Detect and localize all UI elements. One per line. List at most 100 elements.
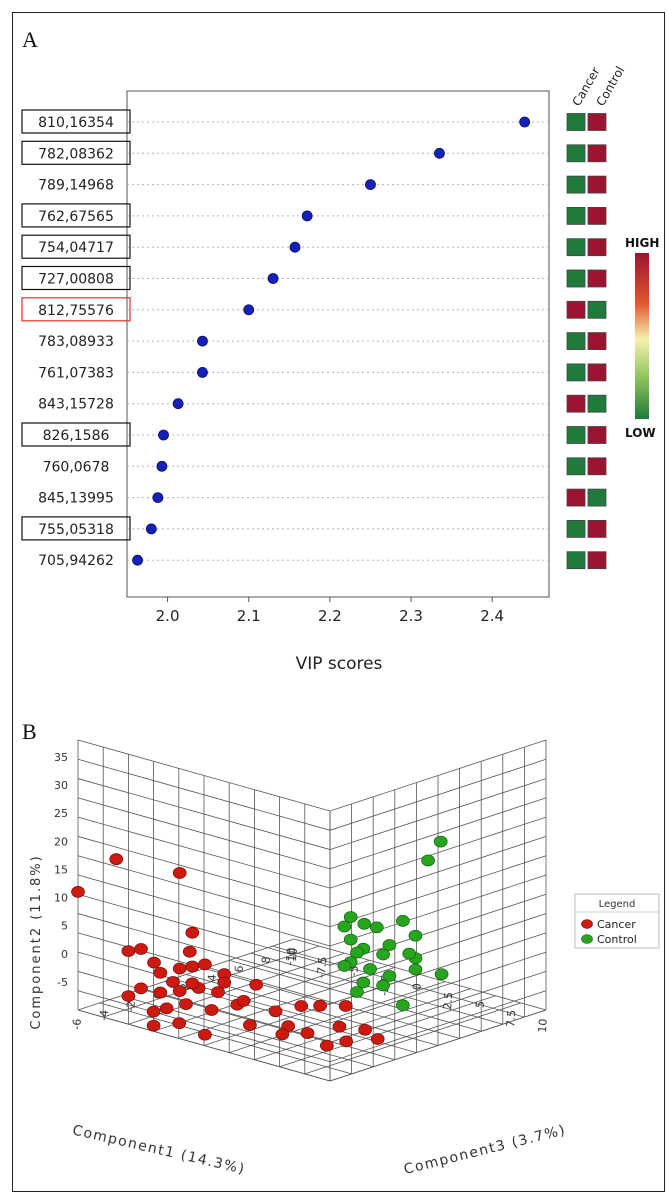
vip-point xyxy=(301,210,313,222)
pca-point-cancer xyxy=(153,966,168,979)
pca-point-cancer xyxy=(236,994,251,1007)
pca-point-cancer xyxy=(185,960,200,973)
pca-point-control xyxy=(376,948,390,961)
heat-cell-control xyxy=(587,394,607,413)
heat-cell-cancer xyxy=(566,238,586,257)
pca-point-control xyxy=(343,933,358,946)
pca-grid-line xyxy=(77,913,547,985)
vip-point xyxy=(289,241,301,253)
heat-cell-control xyxy=(587,113,607,131)
vip-point xyxy=(158,429,169,441)
pca-z-tick-label: 6 xyxy=(232,965,246,973)
heat-cell-control xyxy=(587,457,607,476)
pca-point-cancer xyxy=(185,926,200,939)
feature-label: 705,94262 xyxy=(38,553,114,569)
feature-label: 760,0678 xyxy=(43,459,110,475)
vip-point xyxy=(152,492,164,504)
feature-label: 812,75576 xyxy=(38,303,114,319)
heat-cell-control xyxy=(587,363,607,382)
pca-y-tick-label: 30 xyxy=(54,779,68,792)
heat-cell-control xyxy=(587,144,607,163)
figure-frame: A B 810,16354 782,08362 789,14968 762,67565… xyxy=(12,12,665,1192)
pca-point-cancer xyxy=(121,945,136,957)
feature-label: 783,08933 xyxy=(38,334,114,350)
pca-point-cancer xyxy=(332,1020,347,1033)
feature-label: 782,08362 xyxy=(38,146,114,162)
legend-label-control: Control xyxy=(597,933,637,946)
pca-x-tick-label: -10 xyxy=(283,947,298,966)
feature-label-box xyxy=(21,140,131,165)
pca-z-tick-label: -6 xyxy=(70,1018,84,1030)
pca-point-cancer xyxy=(300,1027,315,1039)
vip-x-tick-label: 2.1 xyxy=(237,607,261,625)
pca-point-cancer xyxy=(358,1023,372,1036)
pca-y-tick-label: 0 xyxy=(61,948,68,961)
pca-point-cancer xyxy=(198,1028,212,1041)
heat-cell-control xyxy=(587,206,607,225)
feature-label: 761,07383 xyxy=(38,365,114,381)
heat-cell-control xyxy=(587,300,607,319)
feature-label-box xyxy=(21,265,131,291)
pca-point-cancer xyxy=(275,1028,290,1041)
pca-x-axis-title: Component1 (14.3%) xyxy=(71,1122,247,1177)
pca-point-cancer xyxy=(134,982,148,995)
pca-grid-line xyxy=(77,739,547,812)
feature-label: 826,1586 xyxy=(43,428,110,444)
scale-high-label: HIGH xyxy=(625,236,659,250)
feature-label-box xyxy=(21,203,131,228)
vip-plot-area xyxy=(126,90,550,598)
vip-point xyxy=(243,304,255,316)
heat-cell-cancer xyxy=(566,426,586,444)
pca-z-tick-label: 2 xyxy=(178,983,192,991)
pca-point-control xyxy=(376,979,390,992)
pca-x-tick-label: -7.5 xyxy=(315,956,330,979)
pca-grid-line xyxy=(77,816,547,889)
pca-point-cancer xyxy=(211,986,225,998)
pca-point-cancer xyxy=(339,1035,354,1048)
heat-cell-control xyxy=(587,269,607,288)
pca-point-control xyxy=(396,915,410,927)
heat-cell-cancer xyxy=(566,206,586,225)
pca-x-tick-label: 10 xyxy=(536,1018,550,1033)
feature-label: 845,13995 xyxy=(38,491,114,507)
pca-point-cancer xyxy=(320,1039,334,1052)
heat-cell-control xyxy=(587,426,607,444)
pca-point-control xyxy=(337,960,352,972)
heat-cell-cancer xyxy=(566,113,586,131)
vip-point xyxy=(172,398,184,410)
vip-x-tick-label: 2.0 xyxy=(156,607,180,625)
pca-point-cancer xyxy=(185,977,200,990)
pca-point-cancer xyxy=(243,1019,257,1031)
heat-cell-cancer xyxy=(566,457,586,476)
feature-label: 762,67565 xyxy=(38,209,114,225)
pca-point-control xyxy=(357,918,372,930)
vip-point xyxy=(156,460,168,472)
pca-legend: Legend Cancer Control xyxy=(574,893,660,949)
pca-point-cancer xyxy=(109,853,124,866)
pca-y-axis-title: Component2 (11.8%) xyxy=(29,854,44,1029)
vip-point xyxy=(267,273,279,284)
pca-point-cancer xyxy=(268,1005,283,1018)
heat-cell-cancer xyxy=(566,488,586,507)
pca-z-tick-label: 4 xyxy=(205,974,219,982)
feature-label: 727,00808 xyxy=(38,272,114,288)
feature-label-box xyxy=(21,297,131,322)
pca-z-tick-label: -2 xyxy=(124,1000,138,1012)
pca-z-tick-label: 8 xyxy=(259,956,273,964)
feature-label: 810,16354 xyxy=(38,115,114,131)
pca-y-tick-label: 25 xyxy=(54,807,68,820)
pca-grid-line xyxy=(77,874,547,947)
pca-point-control xyxy=(369,921,384,934)
heat-cell-cancer xyxy=(566,269,586,288)
pca-point-cancer xyxy=(153,986,168,999)
pca-grid-line xyxy=(77,1009,547,1082)
pca-point-cancer xyxy=(71,886,85,898)
pca-point-control xyxy=(382,970,397,982)
heat-cell-control xyxy=(587,519,607,538)
pca-z-axis-title: Component3 (3.7%) xyxy=(402,1122,568,1178)
pca-grid-line xyxy=(153,959,370,1032)
panel-a-label: A xyxy=(22,27,38,52)
pca-point-cancer xyxy=(370,1033,385,1045)
feature-label-box xyxy=(21,109,131,134)
vip-point xyxy=(519,116,531,128)
